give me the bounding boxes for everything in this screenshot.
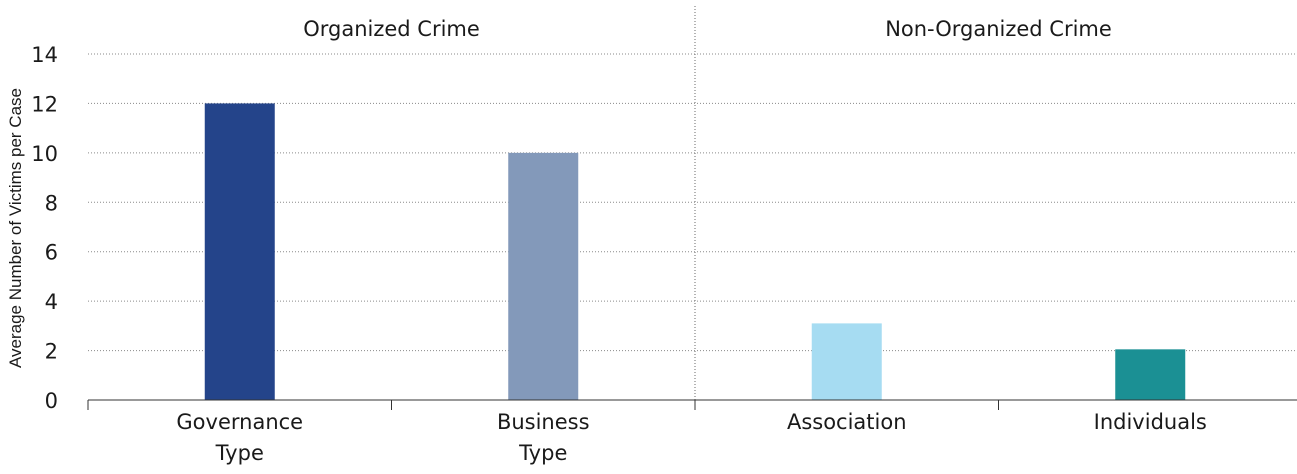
gridlines (88, 6, 1297, 400)
bar (508, 152, 579, 400)
bars (204, 103, 1186, 400)
x-category-label: Business Type (497, 410, 590, 465)
x-category-label: Association (787, 410, 907, 434)
y-tick-label: 6 (45, 241, 58, 265)
y-tick-label: 12 (31, 92, 58, 116)
y-tick-label: 8 (45, 191, 58, 215)
bar (811, 323, 882, 400)
y-tick-label: 0 (45, 389, 58, 413)
axes (87, 399, 1297, 410)
x-category-label: Individuals (1094, 410, 1207, 434)
y-axis-label: Average Number of Victims per Case (6, 88, 25, 368)
y-tick-label: 14 (31, 43, 58, 67)
x-category-labels: Governance Type Business Type Association Ind… (176, 410, 1206, 465)
bar (1115, 349, 1186, 400)
group-header: Organized Crime (303, 17, 480, 41)
group-header: Non-Organized Crime (885, 17, 1112, 41)
y-tick-label: 2 (45, 340, 58, 364)
y-tick-label: 4 (45, 290, 58, 314)
bar (204, 103, 275, 400)
y-tick-label: 10 (31, 142, 58, 166)
y-tick-labels: 0 2 4 6 8 10 12 14 (31, 43, 58, 413)
x-category-label: Governance Type (176, 410, 303, 465)
group-headers: Organized Crime Non-Organized Crime (303, 17, 1112, 41)
